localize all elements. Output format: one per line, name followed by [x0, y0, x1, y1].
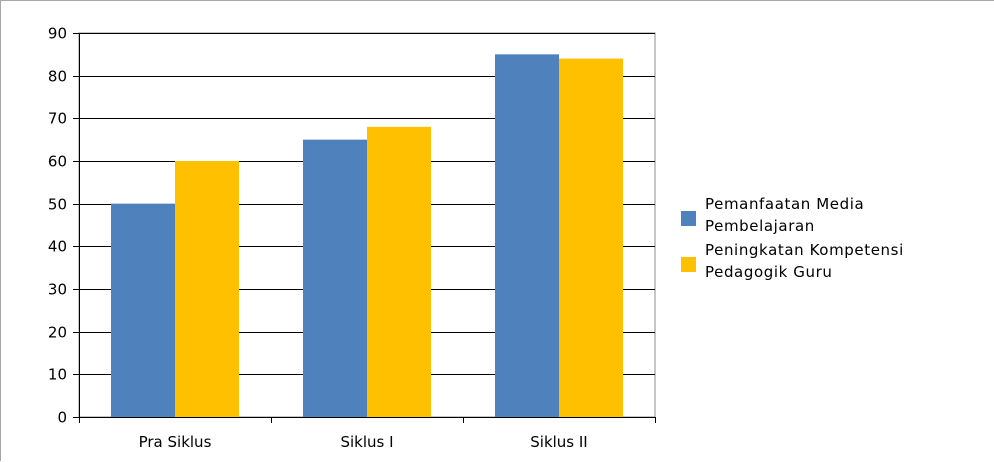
legend-item-series-2: Peningkatan Kompetensi Pedagogik Guru	[679, 239, 989, 283]
y-tick-label-20: 20	[48, 324, 67, 342]
y-tick-label-40: 40	[48, 238, 67, 256]
legend: Pemanfaatan Media Pembelajaran Peningkat…	[679, 193, 989, 283]
y-tick-label-50: 50	[48, 196, 67, 214]
x-tick-label-siklus-i: Siklus I	[340, 433, 393, 451]
x-tick-label-siklus-ii: Siklus II	[530, 433, 587, 451]
legend-label-series-1-line-1: Pemanfaatan Media	[705, 195, 865, 213]
y-tick-label-60: 60	[48, 153, 67, 171]
bar-series-1-siklus-i	[303, 139, 367, 417]
bar-series-2-siklus-i	[367, 126, 431, 417]
legend-label-series-2-line-1: Peningkatan Kompetensi	[705, 241, 904, 259]
legend-label-series-2-line-2: Pedagogik Guru	[705, 263, 833, 281]
y-tick-label-80: 80	[48, 68, 67, 86]
y-tick-label-30: 30	[48, 281, 67, 299]
legend-swatch-series-1	[681, 211, 696, 226]
bar-series-2-pra-siklus	[175, 161, 239, 417]
legend-swatch-series-2	[681, 257, 696, 272]
y-tick-label-90: 90	[48, 25, 67, 43]
bar-series-1-pra-siklus	[111, 203, 175, 417]
legend-label-series-1-line-2: Pembelajaran	[705, 217, 815, 235]
bar-series-2-siklus-ii	[559, 58, 623, 417]
legend-item-series-1: Pemanfaatan Media Pembelajaran	[679, 193, 989, 237]
y-tick-label-70: 70	[48, 110, 67, 128]
x-tick-label-pra-siklus: Pra Siklus	[139, 433, 212, 451]
bar-series-1-siklus-ii	[495, 54, 559, 417]
y-tick-label-10: 10	[48, 366, 67, 384]
y-tick-label-0: 0	[57, 409, 67, 427]
